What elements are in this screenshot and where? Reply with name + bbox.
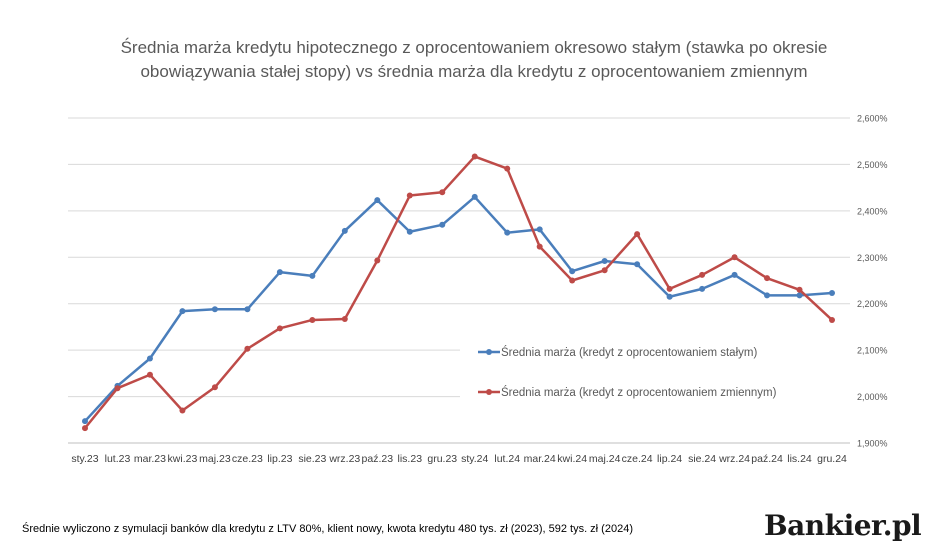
data-point bbox=[796, 292, 803, 299]
x-tick-label: sie.24 bbox=[688, 453, 716, 465]
x-tick-label: lip.23 bbox=[267, 453, 292, 465]
data-point bbox=[374, 257, 381, 264]
x-tick-label: kwi.23 bbox=[168, 453, 198, 465]
data-point bbox=[504, 165, 511, 172]
x-tick-label: paź.24 bbox=[751, 453, 783, 465]
data-point bbox=[536, 226, 543, 233]
x-tick-label: lis.24 bbox=[787, 453, 812, 465]
data-point bbox=[471, 153, 478, 160]
legend-box bbox=[460, 338, 850, 410]
x-tick-label: kwi.24 bbox=[557, 453, 587, 465]
x-tick-label: wrz.24 bbox=[718, 453, 750, 465]
data-point bbox=[179, 308, 186, 315]
data-point bbox=[276, 269, 283, 276]
data-point bbox=[114, 385, 121, 392]
x-tick-label: lip.24 bbox=[657, 453, 682, 465]
data-point bbox=[601, 258, 608, 264]
x-tick-label: lis.23 bbox=[398, 453, 423, 465]
data-point bbox=[666, 293, 673, 300]
y-tick-label: 1,900% bbox=[857, 439, 888, 449]
data-point bbox=[536, 243, 543, 250]
data-point bbox=[406, 228, 413, 235]
series-line-fixed bbox=[83, 195, 834, 423]
data-point bbox=[211, 306, 218, 313]
data-point bbox=[244, 306, 251, 313]
data-point bbox=[179, 407, 186, 414]
data-point bbox=[731, 271, 738, 278]
data-point bbox=[146, 371, 153, 378]
data-point bbox=[699, 271, 706, 278]
x-tick-label: maj.24 bbox=[589, 453, 621, 465]
x-tick-label: lut.24 bbox=[494, 453, 520, 465]
data-point bbox=[764, 275, 771, 282]
data-point bbox=[82, 418, 88, 425]
legend-label: Średnia marża (kredyt z oprocentowaniem … bbox=[501, 386, 777, 399]
data-point bbox=[439, 189, 446, 196]
x-tick-label: sie.23 bbox=[298, 453, 326, 465]
x-tick-label: maj.23 bbox=[199, 453, 231, 465]
data-point bbox=[276, 325, 283, 332]
series-line-variable bbox=[83, 155, 834, 430]
data-point bbox=[471, 193, 478, 200]
data-point bbox=[439, 221, 446, 228]
data-point bbox=[406, 192, 413, 199]
y-tick-label: 2,000% bbox=[857, 392, 888, 402]
data-point bbox=[309, 316, 316, 323]
y-tick-label: 2,100% bbox=[857, 346, 888, 356]
data-point bbox=[211, 384, 218, 391]
footnote: Średnie wyliczono z symulacji banków dla… bbox=[22, 523, 633, 535]
data-point bbox=[699, 285, 706, 292]
data-point bbox=[569, 277, 576, 284]
data-point bbox=[146, 355, 153, 362]
x-tick-label: gru.24 bbox=[817, 453, 847, 465]
x-tick-label: mar.23 bbox=[134, 453, 166, 465]
data-point bbox=[829, 316, 835, 323]
y-tick-label: 2,500% bbox=[857, 160, 888, 170]
y-tick-label: 2,300% bbox=[857, 253, 888, 263]
data-point bbox=[82, 425, 88, 432]
x-tick-label: wrz.23 bbox=[328, 453, 360, 465]
data-point bbox=[634, 231, 641, 238]
data-point bbox=[374, 197, 381, 204]
x-tick-label: sty.23 bbox=[71, 453, 98, 465]
x-tick-label: sty.24 bbox=[461, 453, 488, 465]
x-tick-label: mar.24 bbox=[524, 453, 556, 465]
chart-title-line-1: Średnia marża kredytu hipotecznego z opr… bbox=[120, 38, 828, 57]
data-point bbox=[341, 227, 348, 234]
legend-label: Średnia marża (kredyt z oprocentowaniem … bbox=[501, 346, 757, 359]
data-point bbox=[634, 261, 641, 268]
data-point bbox=[504, 229, 511, 236]
data-point bbox=[731, 254, 738, 261]
data-point bbox=[601, 267, 608, 274]
y-tick-label: 2,200% bbox=[857, 299, 888, 309]
data-point bbox=[764, 292, 771, 299]
data-point bbox=[796, 286, 803, 293]
data-point bbox=[341, 316, 348, 323]
data-point bbox=[569, 268, 576, 275]
x-tick-label: gru.23 bbox=[427, 453, 457, 465]
y-tick-label: 2,400% bbox=[857, 206, 888, 216]
x-tick-label: cze.23 bbox=[232, 453, 263, 465]
bankier-logo: Bankier.pl bbox=[764, 509, 922, 542]
data-point bbox=[309, 272, 316, 279]
data-point bbox=[244, 345, 251, 352]
x-tick-label: lut.23 bbox=[105, 453, 131, 465]
chart-title-line-2: obowiązywania stałej stopy) vs średnia m… bbox=[140, 62, 808, 81]
data-point bbox=[829, 290, 835, 297]
legend-swatch-marker bbox=[486, 389, 492, 395]
legend-swatch-marker bbox=[486, 349, 492, 355]
x-tick-label: paź.23 bbox=[362, 453, 394, 465]
y-tick-label: 2,600% bbox=[857, 114, 888, 124]
data-point bbox=[666, 285, 673, 292]
x-tick-label: cze.24 bbox=[622, 453, 653, 465]
